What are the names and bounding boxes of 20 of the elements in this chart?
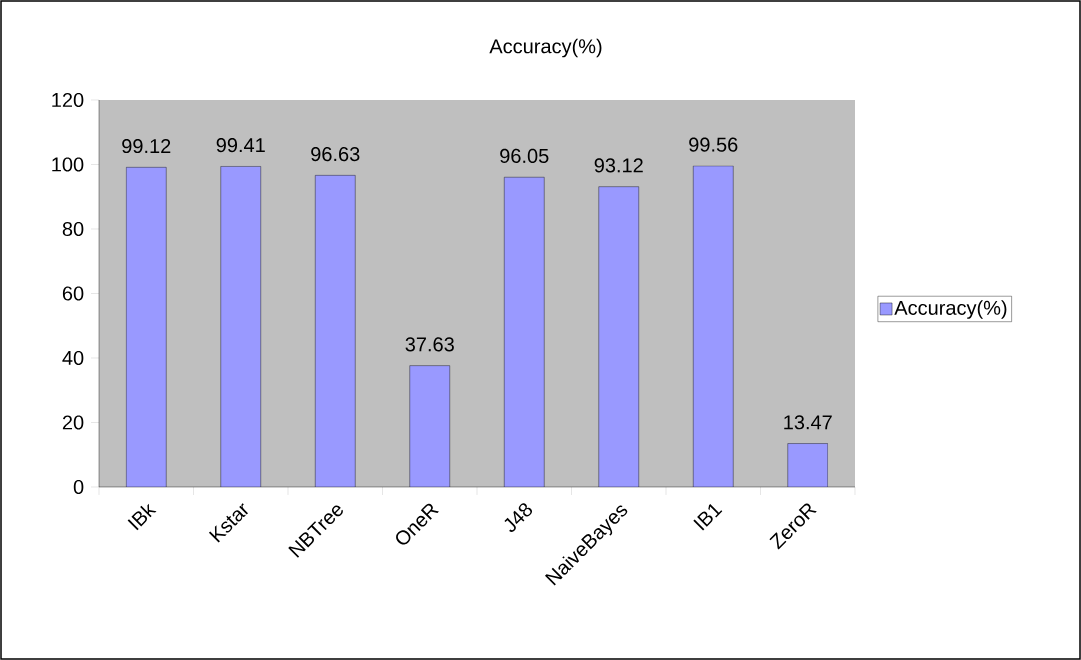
y-tick-label: 60 <box>62 286 84 301</box>
y-tick-label: 120 <box>52 92 84 108</box>
data-label: 99.12 <box>122 138 171 154</box>
data-label: 99.41 <box>216 138 265 153</box>
y-tick-label: 20 <box>62 415 84 430</box>
y-tick-label: 80 <box>62 221 84 237</box>
legend-label: Accuracy(%) <box>894 300 1007 319</box>
data-label: 13.47 <box>784 415 832 430</box>
data-label: 96.63 <box>311 147 360 162</box>
data-label: 99.56 <box>689 137 738 152</box>
data-label: 37.63 <box>405 337 454 352</box>
chart-title: Accuracy(%) <box>489 38 602 58</box>
y-tick-label: 100 <box>52 157 84 172</box>
y-tick-label: 0 <box>73 479 84 495</box>
data-label: 96.05 <box>500 148 549 164</box>
data-label: 93.12 <box>594 158 643 173</box>
x-tick-label: J48 <box>504 503 533 532</box>
x-tick-label: IBk <box>127 503 157 531</box>
x-tick-label: IB1 <box>693 504 723 531</box>
y-tick-label: 40 <box>62 350 84 366</box>
